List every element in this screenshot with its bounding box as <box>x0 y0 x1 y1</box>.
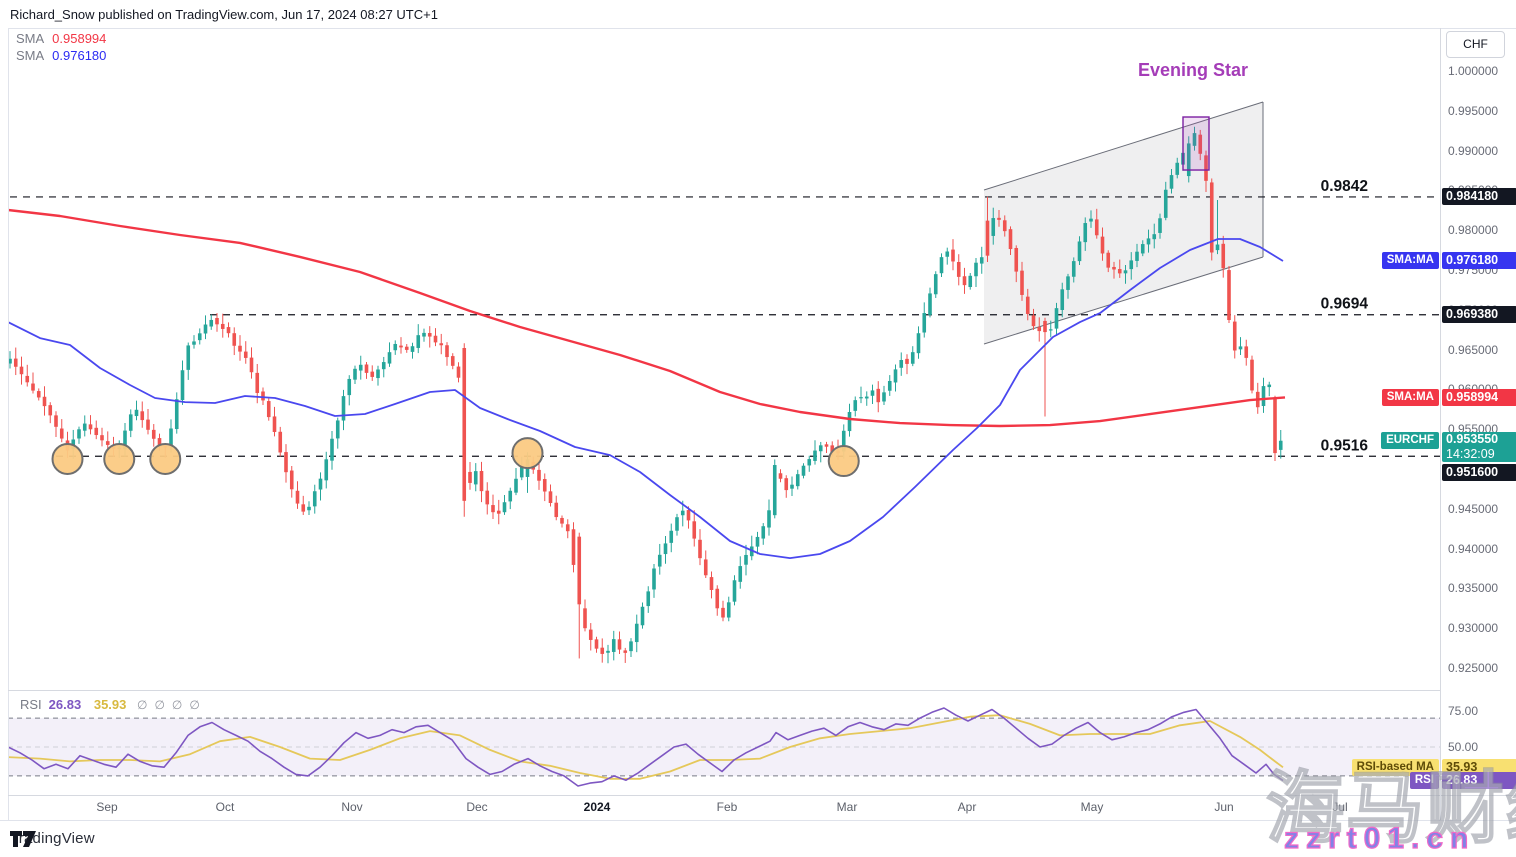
currency-toggle-button[interactable]: CHF <box>1446 31 1505 58</box>
month-label-Jul: Jul <box>1332 800 1348 814</box>
level-text-0.9694: 0.9694 <box>1321 296 1369 313</box>
support-touch-circle <box>149 442 182 475</box>
price-tick-0.990000: 0.990000 <box>1448 143 1499 158</box>
empty-set-icon: ∅ <box>154 698 165 712</box>
rsi-label: RSI <box>20 697 42 712</box>
price-axis[interactable]: 1.000000 0.995000 0.990000 0.985000 0.980000… <box>1440 28 1516 795</box>
month-label-Apr: Apr <box>957 800 977 814</box>
price-tick-0.975000: 0.975000 <box>1448 263 1499 277</box>
support-touch-circle <box>511 437 544 470</box>
price-tick-0.965000: 0.965000 <box>1448 342 1499 357</box>
frame-left <box>8 28 9 820</box>
watermark-url: zzrt01.cn <box>1283 821 1476 855</box>
price-tick-0.950000: 0.950000 <box>1448 462 1499 476</box>
level-text-0.9516: 0.9516 <box>1321 437 1369 454</box>
empty-set-icon: ∅ <box>137 698 148 712</box>
axis-divider-vertical <box>1440 28 1441 820</box>
rsi-legend[interactable]: RSI 26.83 35.93 ∅ ∅ ∅ ∅ <box>20 697 200 712</box>
frame-top <box>8 28 1516 29</box>
month-label-Nov: Nov <box>341 800 363 814</box>
rsi-value: 26.83 <box>48 697 82 712</box>
pane-divider[interactable] <box>8 690 1440 691</box>
price-tick-0.955000: 0.955000 <box>1448 422 1499 437</box>
ascending-channel <box>984 101 1263 345</box>
price-pane-canvas[interactable]: 0.9842 0.9694 0.9516 Evening Star <box>8 28 1440 690</box>
price-tick-0.970000: 0.970000 <box>1448 302 1499 317</box>
rsi-ma-line <box>8 714 1284 780</box>
tradingview-logo[interactable]: TradingView <box>10 830 95 847</box>
sma-label-2: SMA <box>16 48 45 63</box>
rsi-hidden-values: ∅ ∅ ∅ ∅ <box>130 697 200 712</box>
rsi-line <box>8 707 1284 787</box>
month-label-Dec: Dec <box>466 800 488 814</box>
sma-200-line <box>8 208 1286 428</box>
empty-set-icon: ∅ <box>189 698 200 712</box>
price-tick-0.980000: 0.980000 <box>1448 223 1499 238</box>
candlestick-series <box>8 126 1283 664</box>
sma-legend: SMA 0.958994 SMA 0.976180 <box>16 30 106 64</box>
sma-blue-value: 0.976180 <box>52 48 107 63</box>
publish-header: Richard_Snow published on TradingView.co… <box>10 7 438 22</box>
price-tick-0.930000: 0.930000 <box>1448 621 1499 636</box>
sma-legend-row-red[interactable]: SMA 0.958994 <box>16 30 106 47</box>
price-tick-0.985000: 0.985000 <box>1448 183 1499 198</box>
rsi-pane-canvas[interactable] <box>8 690 1440 795</box>
empty-set-icon: ∅ <box>171 698 183 712</box>
month-label-Sep: Sep <box>96 800 118 814</box>
month-label-May: May <box>1080 800 1104 814</box>
price-tick-0.940000: 0.940000 <box>1448 541 1499 556</box>
price-tick-0.945000: 0.945000 <box>1448 501 1499 516</box>
price-tick-0.960000: 0.960000 <box>1448 382 1499 397</box>
sma-legend-row-blue[interactable]: SMA 0.976180 <box>16 47 106 64</box>
month-label-Feb: Feb <box>716 800 738 814</box>
month-label-Mar: Mar <box>836 800 858 814</box>
sma-50-line <box>8 238 1284 559</box>
price-tick-1.000000: 1.000000 <box>1448 64 1499 78</box>
evening-star-box <box>1182 116 1210 171</box>
support-touch-circle <box>103 442 136 475</box>
sma-red-value: 0.958994 <box>52 31 107 46</box>
chart-bottom-line <box>0 820 1516 821</box>
month-label-2024: 2024 <box>583 800 611 814</box>
rsi-tick-75.00: 75.00 <box>1448 703 1479 718</box>
sma-label: SMA <box>16 31 45 46</box>
time-axis[interactable]: Sep Oct Nov Dec 2024 Feb Mar Apr May Jun Jul <box>0 795 1516 821</box>
rsi-tick-50.00: 50.00 <box>1448 740 1479 754</box>
support-touch-circle <box>827 445 860 478</box>
rsi-ma-value: 35.93 <box>93 697 127 712</box>
price-tick-0.995000: 0.995000 <box>1448 103 1499 118</box>
time-axis-top-line <box>8 795 1516 796</box>
level-text-0.9842: 0.9842 <box>1321 178 1368 195</box>
month-label-Jun: Jun <box>1214 800 1234 814</box>
evening-star-text: Evening Star <box>1138 60 1248 80</box>
price-tick-0.925000: 0.925000 <box>1448 661 1499 675</box>
tradingview-logo-icon <box>10 830 36 847</box>
price-tick-0.935000: 0.935000 <box>1448 581 1499 596</box>
support-touch-circle <box>51 442 84 475</box>
month-label-Oct: Oct <box>215 800 235 814</box>
